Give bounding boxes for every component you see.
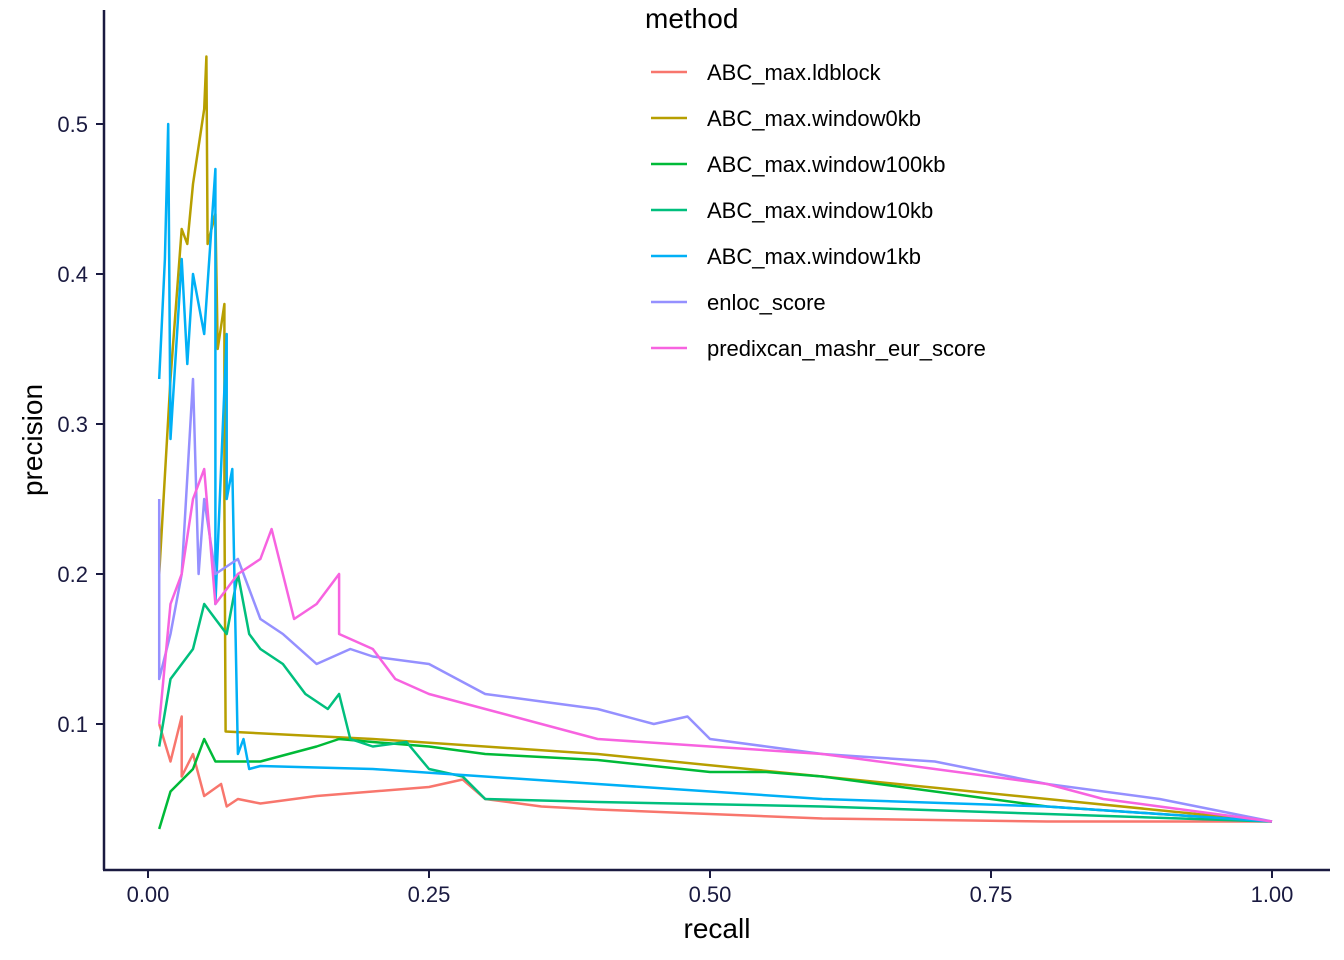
axes-layer: 0.00 0.25 0.50 0.75 1.00 0.1 0.2 0.3 0.4 0.5 recal… [17, 10, 1330, 944]
y-tick-label: 0.4 [57, 262, 88, 287]
series-line-5 [157, 122, 1273, 823]
x-tick-label: 0.50 [689, 882, 732, 907]
legend-title: method [645, 3, 738, 34]
x-axis-title: recall [684, 913, 751, 944]
y-tick-label: 0.3 [57, 412, 88, 437]
legend-label-5: ABC_max.window1kb [707, 244, 921, 269]
series-line-1 [158, 715, 1272, 823]
legend-label-1: ABC_max.ldblock [707, 60, 882, 85]
series-line-3 [158, 737, 1273, 830]
x-tick-label: 1.00 [1251, 882, 1294, 907]
legend-label-6: enloc_score [707, 290, 826, 315]
y-tick-label: 0.1 [57, 712, 88, 737]
series-line-7 [157, 467, 1273, 823]
legend: method ABC_max.ldblock ABC_max.window0kb AB… [645, 3, 986, 361]
y-tick-label: 0.2 [57, 562, 88, 587]
x-tick-label: 0.75 [970, 882, 1013, 907]
legend-label-4: ABC_max.window10kb [707, 198, 933, 223]
series-layer [157, 55, 1273, 830]
legend-label-3: ABC_max.window100kb [707, 152, 945, 177]
series-line-6 [157, 377, 1273, 823]
series-line-4 [157, 572, 1273, 823]
legend-label-2: ABC_max.window0kb [707, 106, 921, 131]
y-axis-title: precision [17, 384, 48, 496]
legend-label-7: predixcan_mashr_eur_score [707, 336, 986, 361]
x-tick-label: 0.25 [408, 882, 451, 907]
y-tick-label: 0.5 [57, 112, 88, 137]
x-tick-label: 0.00 [127, 882, 170, 907]
